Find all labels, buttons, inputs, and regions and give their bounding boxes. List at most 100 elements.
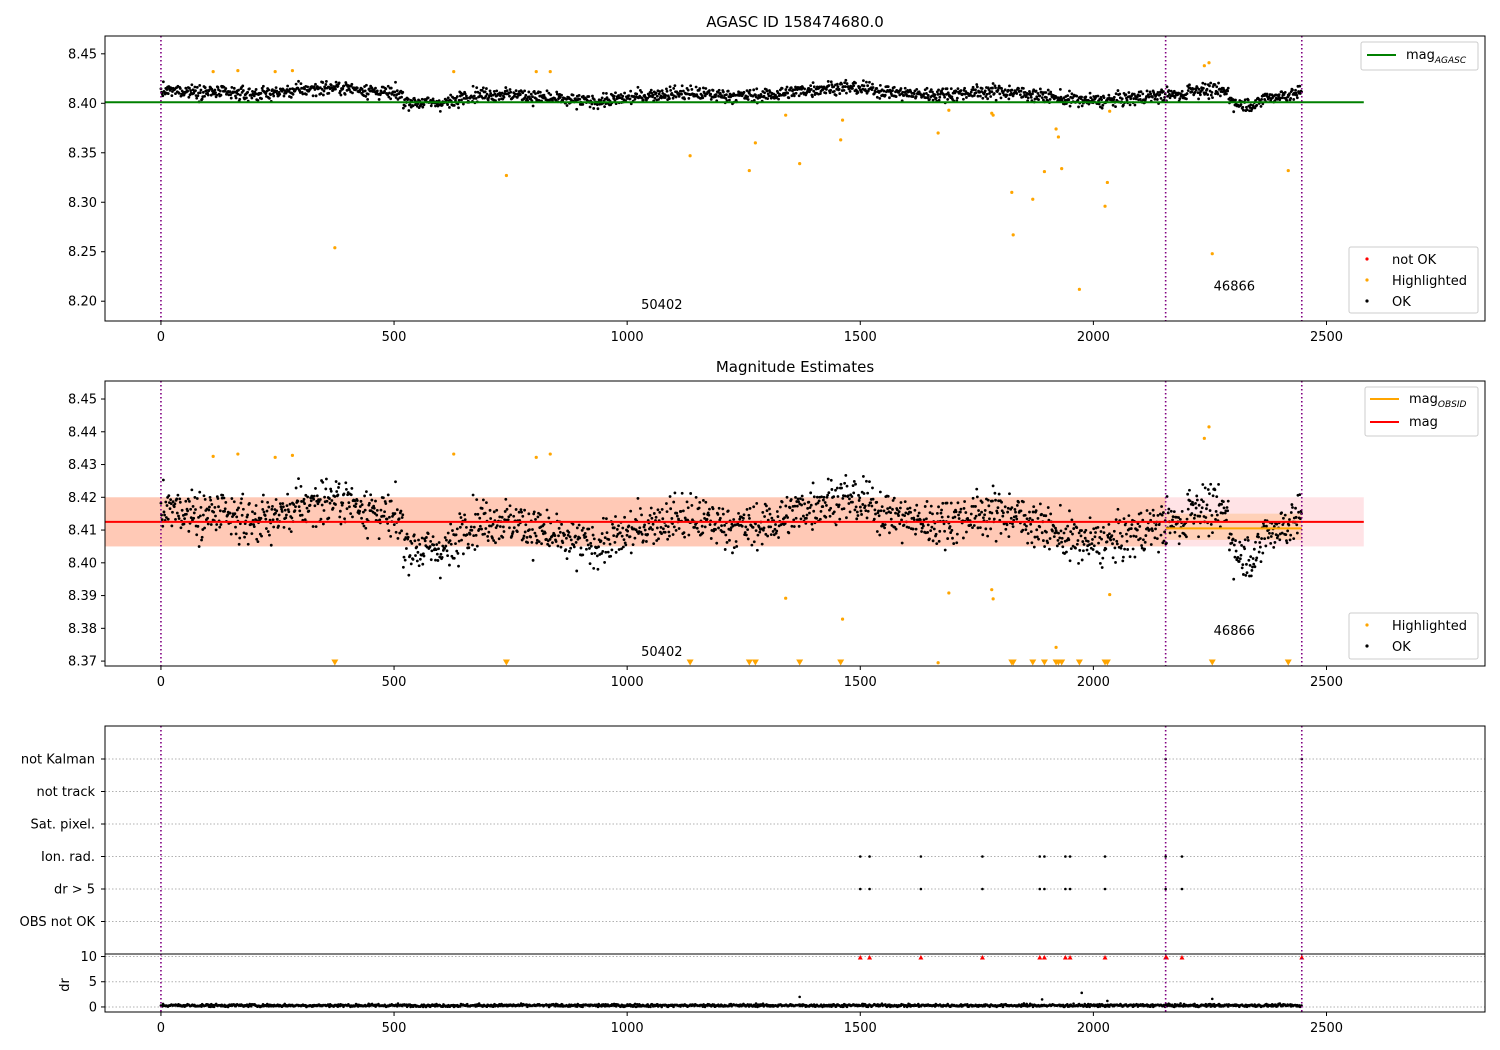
- ok-point: [1048, 537, 1052, 540]
- ok-point: [1035, 528, 1039, 532]
- ok-point: [256, 540, 260, 544]
- ok-point: [198, 490, 202, 494]
- ok-point: [971, 526, 974, 530]
- ok-point: [161, 524, 165, 528]
- ok-point: [251, 89, 254, 93]
- ok-point: [811, 95, 814, 99]
- ok-point: [1001, 514, 1005, 518]
- ok-point: [1006, 88, 1010, 92]
- ok-point: [815, 495, 819, 499]
- ok-point: [294, 486, 298, 490]
- ok-point: [526, 541, 530, 544]
- ok-point: [483, 532, 486, 536]
- ok-point: [809, 84, 813, 88]
- ok-point: [1056, 538, 1060, 542]
- ok-point: [360, 503, 364, 507]
- ok-point: [778, 505, 782, 509]
- ok-point: [1025, 517, 1029, 521]
- ok-point: [517, 510, 521, 514]
- ok-point: [718, 516, 722, 520]
- ok-point: [348, 505, 351, 509]
- ok-point: [215, 523, 219, 526]
- ok-point: [669, 89, 673, 92]
- ok-point: [612, 94, 616, 98]
- ok-point: [508, 94, 511, 98]
- ok-point: [1158, 93, 1162, 96]
- ok-point: [1091, 548, 1095, 551]
- ok-point: [757, 525, 761, 529]
- ok-point: [200, 535, 204, 539]
- ok-point: [171, 90, 174, 93]
- ok-point: [916, 514, 920, 518]
- ok-point: [1049, 512, 1053, 516]
- ok-point: [545, 89, 549, 93]
- flag-point: [1068, 855, 1072, 858]
- ok-point: [886, 85, 890, 89]
- ok-point: [1003, 88, 1007, 92]
- ok-point: [950, 95, 954, 99]
- ok-point: [980, 510, 983, 514]
- ok-point: [1232, 110, 1236, 114]
- ok-point: [1273, 99, 1277, 102]
- ok-point: [165, 504, 169, 507]
- ok-point: [728, 98, 731, 102]
- ok-point: [848, 510, 852, 514]
- dr-point: [519, 1002, 523, 1005]
- ok-point: [599, 539, 603, 543]
- below-range-marker: [1058, 659, 1066, 666]
- ok-point: [327, 91, 331, 95]
- ok-point: [900, 518, 903, 522]
- ok-point: [681, 89, 685, 93]
- ok-point: [1204, 516, 1208, 519]
- ok-point: [1066, 524, 1070, 528]
- ok-point: [1059, 95, 1063, 99]
- ok-point: [1140, 544, 1143, 547]
- ok-point: [436, 559, 440, 562]
- ok-point: [463, 518, 467, 522]
- ok-point: [949, 501, 953, 505]
- ok-point: [585, 547, 588, 551]
- ok-point: [708, 89, 711, 92]
- ok-point: [873, 508, 877, 512]
- ok-point: [697, 506, 701, 510]
- highlighted-point: [1054, 127, 1058, 131]
- legend-label: mag: [1409, 415, 1438, 430]
- ok-point: [405, 547, 408, 550]
- ok-point: [440, 555, 444, 559]
- ok-point: [906, 507, 910, 511]
- highlighted-point: [1108, 592, 1112, 597]
- ok-point: [829, 506, 833, 510]
- x-tick-label: 500: [382, 330, 407, 345]
- ok-point: [461, 102, 465, 106]
- ok-point: [489, 517, 493, 520]
- ok-point: [524, 93, 528, 97]
- ok-point: [443, 536, 447, 539]
- ok-point: [463, 92, 467, 96]
- ok-point: [301, 500, 305, 503]
- highlighted-point: [1054, 645, 1058, 649]
- ok-point: [869, 501, 873, 505]
- ok-point: [602, 541, 606, 545]
- ok-point: [629, 509, 633, 513]
- flag-point: [919, 887, 923, 891]
- ok-point: [1195, 494, 1199, 498]
- ok-point: [683, 535, 686, 539]
- ok-point: [851, 500, 854, 504]
- ok-point: [874, 90, 877, 94]
- ok-point: [418, 557, 422, 561]
- ok-point: [925, 92, 928, 95]
- ok-point: [1287, 523, 1291, 527]
- ok-point: [288, 527, 291, 531]
- ok-point: [775, 510, 779, 513]
- ok-point: [942, 522, 946, 526]
- ok-point: [500, 91, 504, 95]
- ok-point: [880, 505, 884, 509]
- ok-point: [1032, 88, 1036, 92]
- ok-point: [865, 91, 869, 95]
- ok-point: [1206, 93, 1210, 97]
- ok-point: [826, 493, 830, 497]
- ok-point: [382, 514, 386, 518]
- ok-point: [402, 555, 406, 559]
- ok-point: [333, 495, 337, 498]
- x-tick-label: 1500: [844, 675, 877, 690]
